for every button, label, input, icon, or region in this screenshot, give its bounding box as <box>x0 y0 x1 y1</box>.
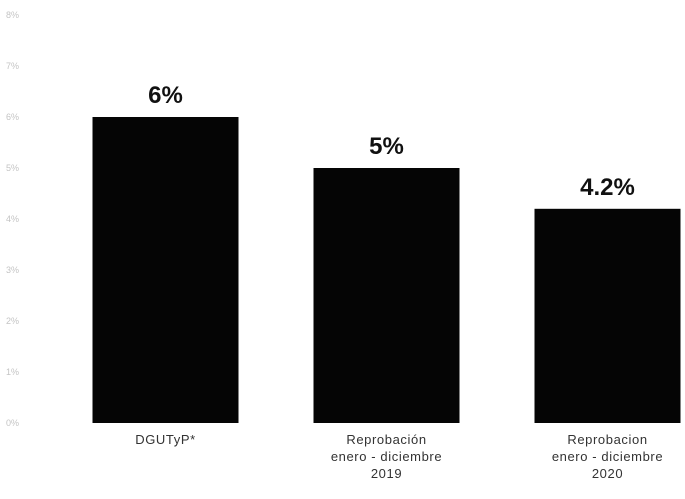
category-label: Reprobacion <box>567 432 647 447</box>
data-label: 5% <box>369 133 404 160</box>
y-tick-label: 8% <box>6 10 19 20</box>
y-axis: 0% 1% 2% 3% 4% 5% 6% 7% 8% <box>6 10 19 428</box>
data-labels: 6% 5% 4.2% <box>148 82 635 201</box>
x-axis: DGUTyP* Reprobación enero - diciembre 2019 R… <box>135 432 663 481</box>
y-tick-label: 7% <box>6 61 19 71</box>
bar <box>534 208 681 423</box>
y-tick-label: 4% <box>6 214 19 224</box>
y-tick-label: 1% <box>6 367 19 377</box>
data-label: 4.2% <box>580 174 635 201</box>
category-label: DGUTyP* <box>135 432 196 447</box>
y-tick-label: 3% <box>6 265 19 275</box>
y-tick-label: 5% <box>6 163 19 173</box>
category-label: Reprobación <box>346 432 426 447</box>
bars <box>92 117 681 423</box>
category-label: enero - diciembre <box>552 449 663 464</box>
data-label: 6% <box>148 82 183 109</box>
y-tick-label: 0% <box>6 418 19 428</box>
bar <box>92 117 239 423</box>
y-tick-label: 6% <box>6 112 19 122</box>
bar <box>313 168 460 423</box>
y-tick-label: 2% <box>6 316 19 326</box>
category-label: 2019 <box>371 466 402 481</box>
category-label: enero - diciembre <box>331 449 442 464</box>
category-label: 2020 <box>592 466 623 481</box>
